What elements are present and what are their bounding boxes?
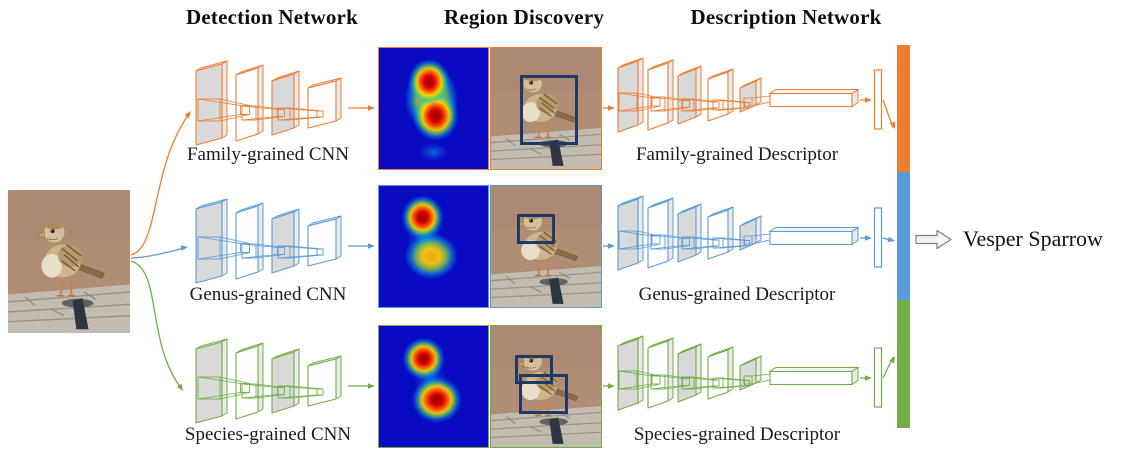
genus-region-image: [490, 185, 602, 308]
species-feature-vector: [873, 347, 883, 408]
genus-part-bounding-box-0: [517, 213, 555, 245]
family-part-bounding-box-0: [519, 74, 578, 145]
species-description-cnn: [603, 335, 895, 411]
genus-attention-heatmap: [378, 185, 489, 308]
input-bird-image: [8, 190, 130, 333]
species-attention-heatmap: [378, 325, 489, 448]
family-descriptor-label: Family-grained Descriptor: [635, 144, 839, 165]
family-attention-heatmap: [378, 47, 489, 170]
family-region-bird-photo: [491, 48, 601, 169]
genus-feature-vector: [873, 207, 883, 268]
genus-detection-cnn: [195, 198, 375, 284]
header-detection-network: Detection Network: [186, 5, 358, 29]
species-region-bird-photo: [491, 326, 601, 447]
species-part-bounding-box-1: [518, 374, 568, 415]
species-region-image: [490, 325, 602, 448]
genus-description-cnn: [603, 195, 895, 271]
output-class-label: Vesper Sparrow: [963, 226, 1103, 251]
family-detection-cnn: [195, 60, 375, 146]
header-description-network: Description Network: [690, 5, 882, 29]
input-fork-arrows: [130, 111, 191, 391]
family-feature-vector: [873, 69, 883, 130]
family-feature-bar-segment: [897, 45, 910, 172]
genus-cnn-label: Genus-grained CNN: [189, 284, 347, 305]
family-cnn-label: Family-grained CNN: [186, 144, 349, 165]
species-cnn-label: Species-grained CNN: [184, 424, 352, 445]
family-region-image: [490, 47, 602, 170]
header-region-discovery: Region Discovery: [443, 5, 605, 29]
genus-region-bird-photo: [491, 186, 601, 307]
genus-feature-bar-segment: [897, 172, 910, 300]
species-descriptor-label: Species-grained Descriptor: [633, 424, 841, 445]
output-hollow-arrow: [915, 229, 952, 250]
species-detection-cnn: [195, 338, 375, 424]
family-description-cnn: [603, 57, 895, 133]
genus-descriptor-label: Genus-grained Descriptor: [638, 284, 836, 305]
species-feature-bar-segment: [897, 300, 910, 428]
species-part-bounding-box-0: [515, 355, 553, 385]
